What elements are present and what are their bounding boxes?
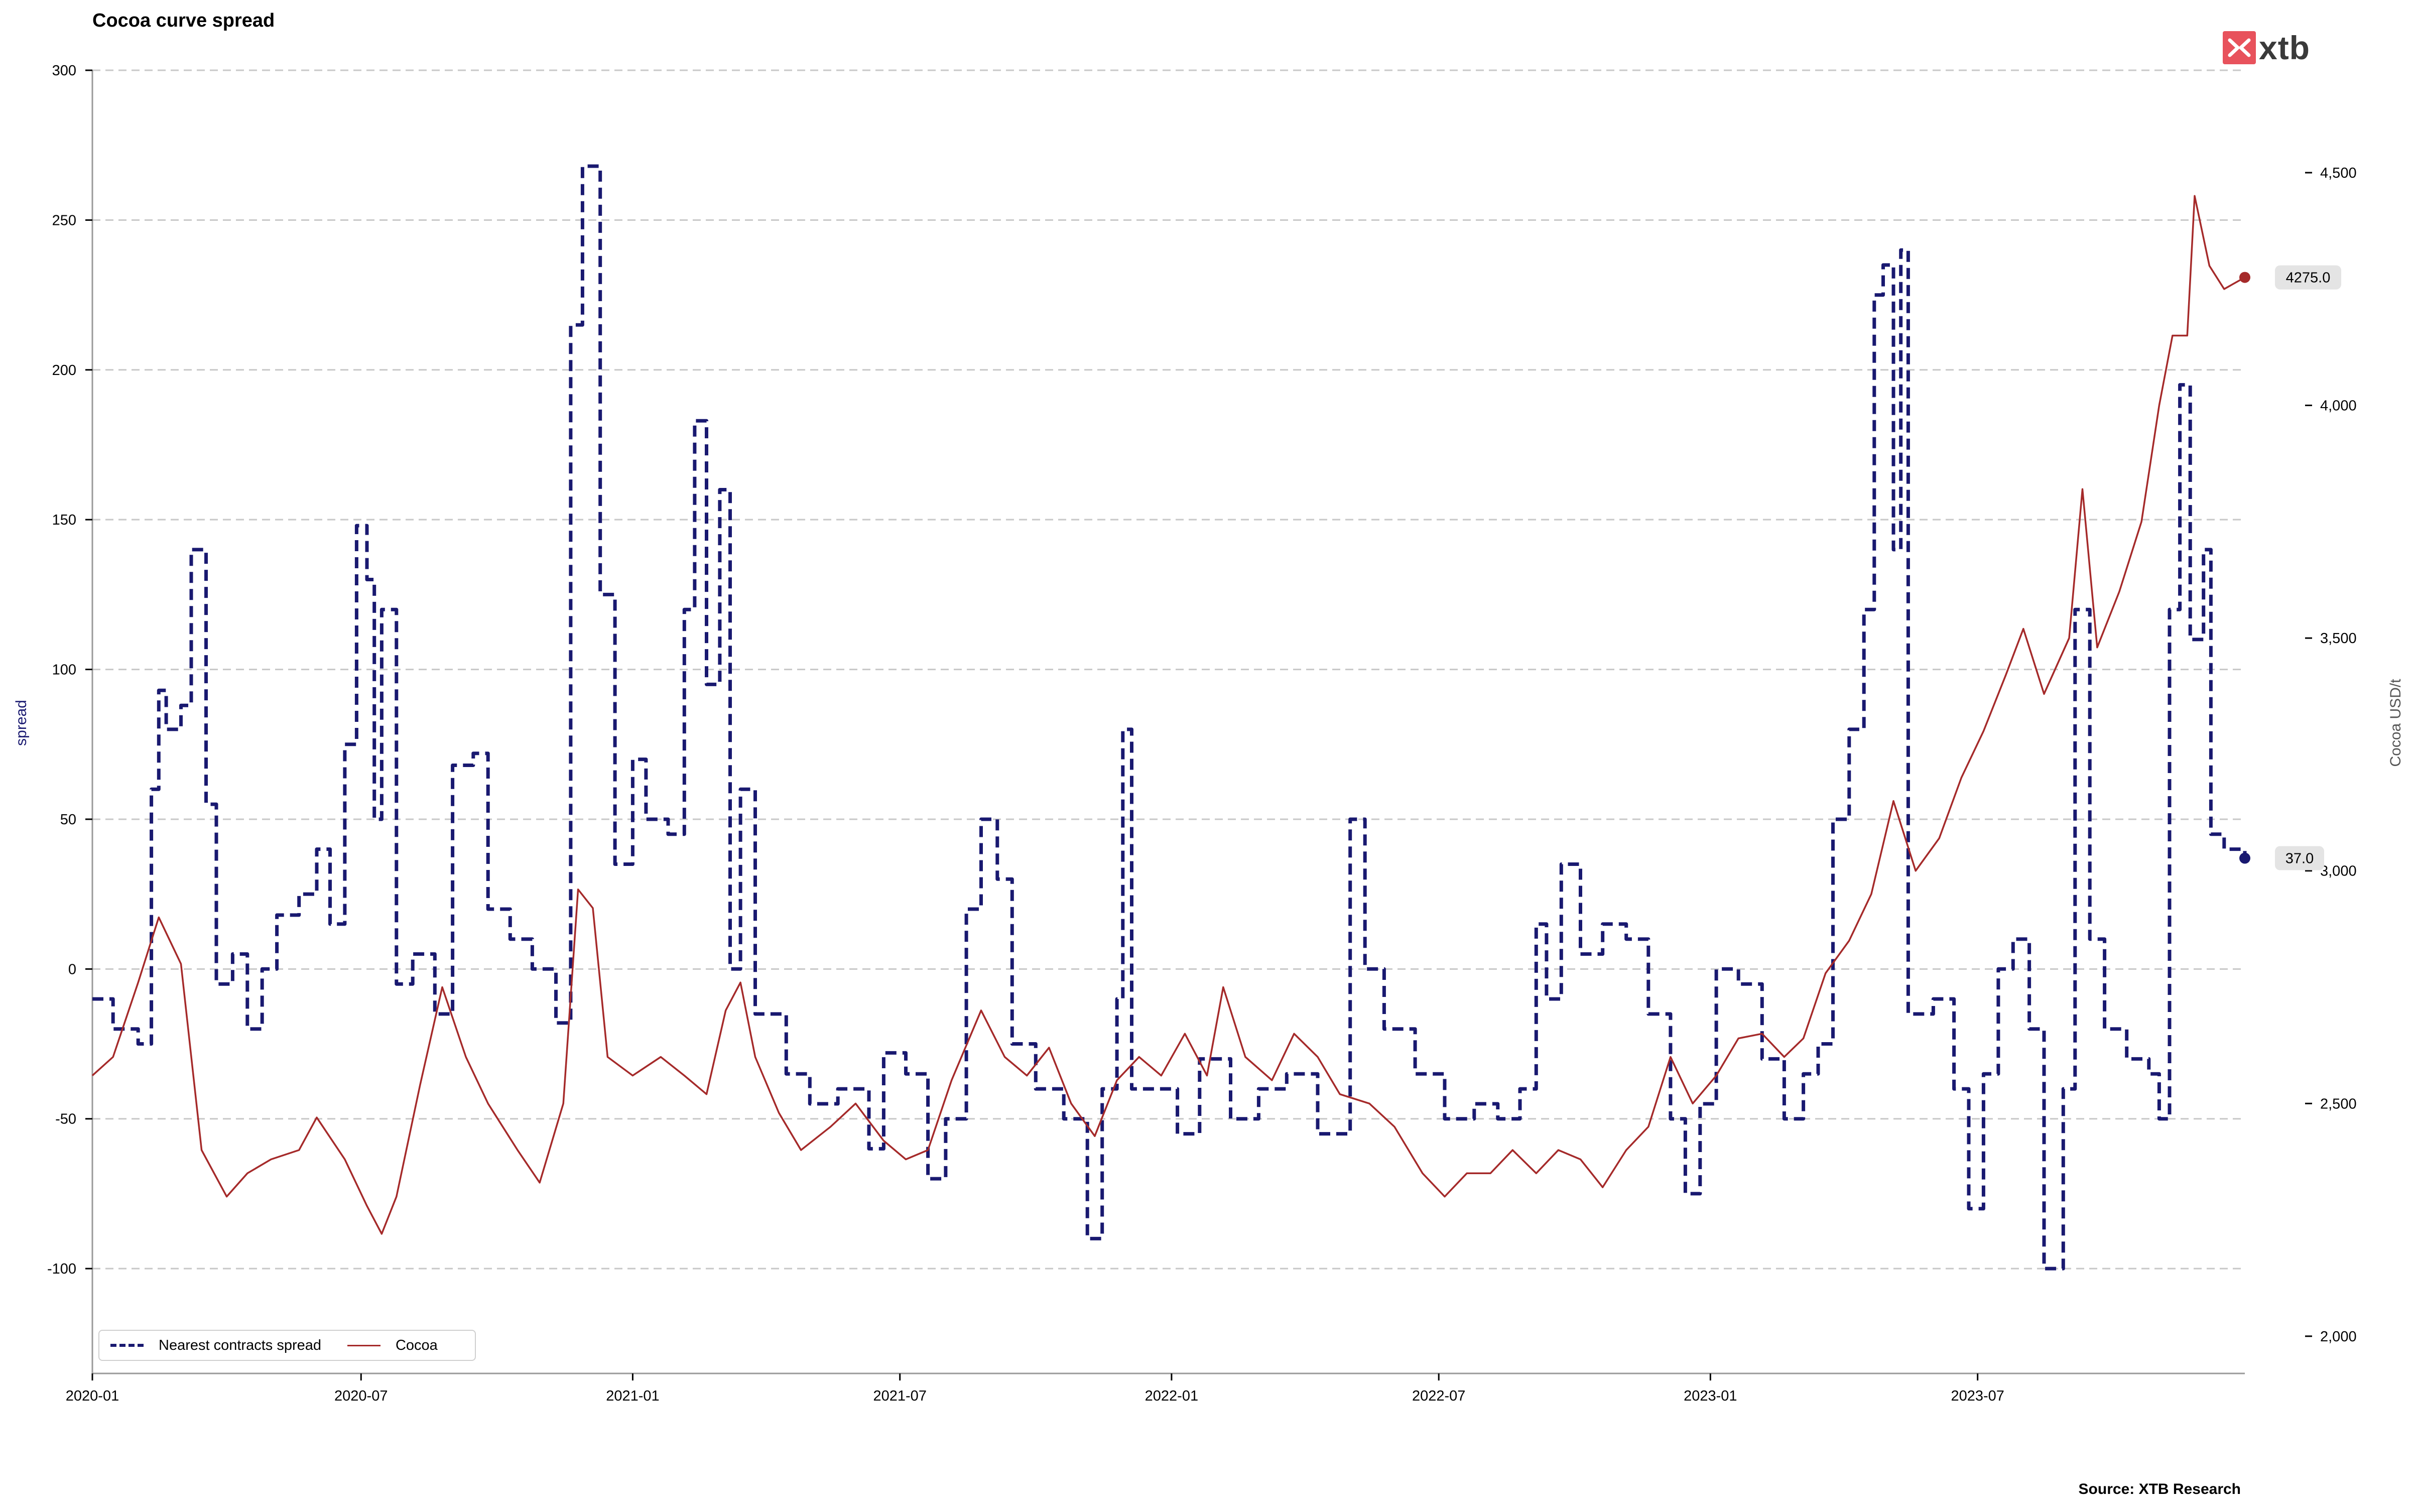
end-labels: 37.0 4275.0 <box>2239 265 2341 870</box>
x-tick-label: 2023-07 <box>1951 1388 2004 1404</box>
chart-title: Cocoa curve spread <box>92 10 275 31</box>
right-tick-label: 4,500 <box>2320 165 2357 181</box>
source-note: Source: XTB Research <box>2078 1481 2241 1497</box>
left-tick-label: 250 <box>52 212 76 228</box>
legend-label-cocoa: Cocoa <box>395 1337 438 1353</box>
axes <box>91 70 2245 1374</box>
right-tick-label: 2,500 <box>2320 1096 2357 1112</box>
legend-swatch-spread <box>110 1344 144 1347</box>
x-axis-ticks: 2020-01 2020-07 2021-01 2021-07 2022-01 2022-… <box>66 1373 2004 1404</box>
spread-end-marker <box>2239 852 2250 864</box>
legend-item-spread: Nearest contracts spread <box>110 1337 321 1354</box>
spread-end-label: 37.0 <box>2285 851 2314 867</box>
right-tick-label: 4,000 <box>2320 398 2357 414</box>
right-tick-label: 3,000 <box>2320 863 2357 879</box>
x-tick-label: 2021-07 <box>873 1388 927 1404</box>
left-axis-ticks: 300 250 200 150 100 50 0 -50 -100 <box>47 63 92 1277</box>
xtb-logo-icon <box>2223 31 2256 64</box>
left-tick-label: 50 <box>60 812 76 828</box>
xtb-logo: xtb <box>2223 31 2310 64</box>
left-tick-label: -50 <box>55 1111 76 1127</box>
y-axis-label-left: spread <box>13 700 30 746</box>
left-tick-label: -100 <box>47 1261 76 1277</box>
y-axis-label-right: Cocoa USD/t <box>2387 679 2404 767</box>
x-tick-label: 2021-01 <box>606 1388 659 1404</box>
x-tick-label: 2020-01 <box>66 1388 119 1404</box>
x-tick-label: 2020-07 <box>334 1388 388 1404</box>
left-tick-label: 100 <box>52 662 76 678</box>
series-cocoa-line <box>91 195 2245 1235</box>
series-layer <box>91 164 2247 1271</box>
left-tick-label: 200 <box>52 362 76 379</box>
cocoa-end-label: 4275.0 <box>2286 270 2331 286</box>
left-tick-label: 300 <box>52 63 76 79</box>
left-tick-label: 150 <box>52 512 76 528</box>
xtb-logo-text: xtb <box>2259 29 2310 66</box>
spread-end-label-box <box>2275 846 2324 870</box>
right-tick-label: 3,500 <box>2320 631 2357 647</box>
series-spread-line <box>92 164 2247 1271</box>
legend: Nearest contracts spread Cocoa <box>98 1330 476 1361</box>
legend-item-cocoa: Cocoa <box>347 1337 438 1354</box>
x-tick-label: 2023-01 <box>1684 1388 1737 1404</box>
right-tick-label: 2,000 <box>2320 1329 2357 1345</box>
x-tick-label: 2022-07 <box>1412 1388 1465 1404</box>
legend-swatch-cocoa <box>347 1344 380 1346</box>
right-axis-ticks: 4,500 4,000 3,500 3,000 2,500 2,000 <box>2305 165 2357 1345</box>
left-tick-label: 0 <box>68 961 76 977</box>
x-tick-label: 2022-01 <box>1145 1388 1198 1404</box>
cocoa-end-marker <box>2239 272 2250 283</box>
cocoa-end-label-box <box>2275 265 2341 290</box>
legend-label-spread: Nearest contracts spread <box>159 1337 321 1353</box>
